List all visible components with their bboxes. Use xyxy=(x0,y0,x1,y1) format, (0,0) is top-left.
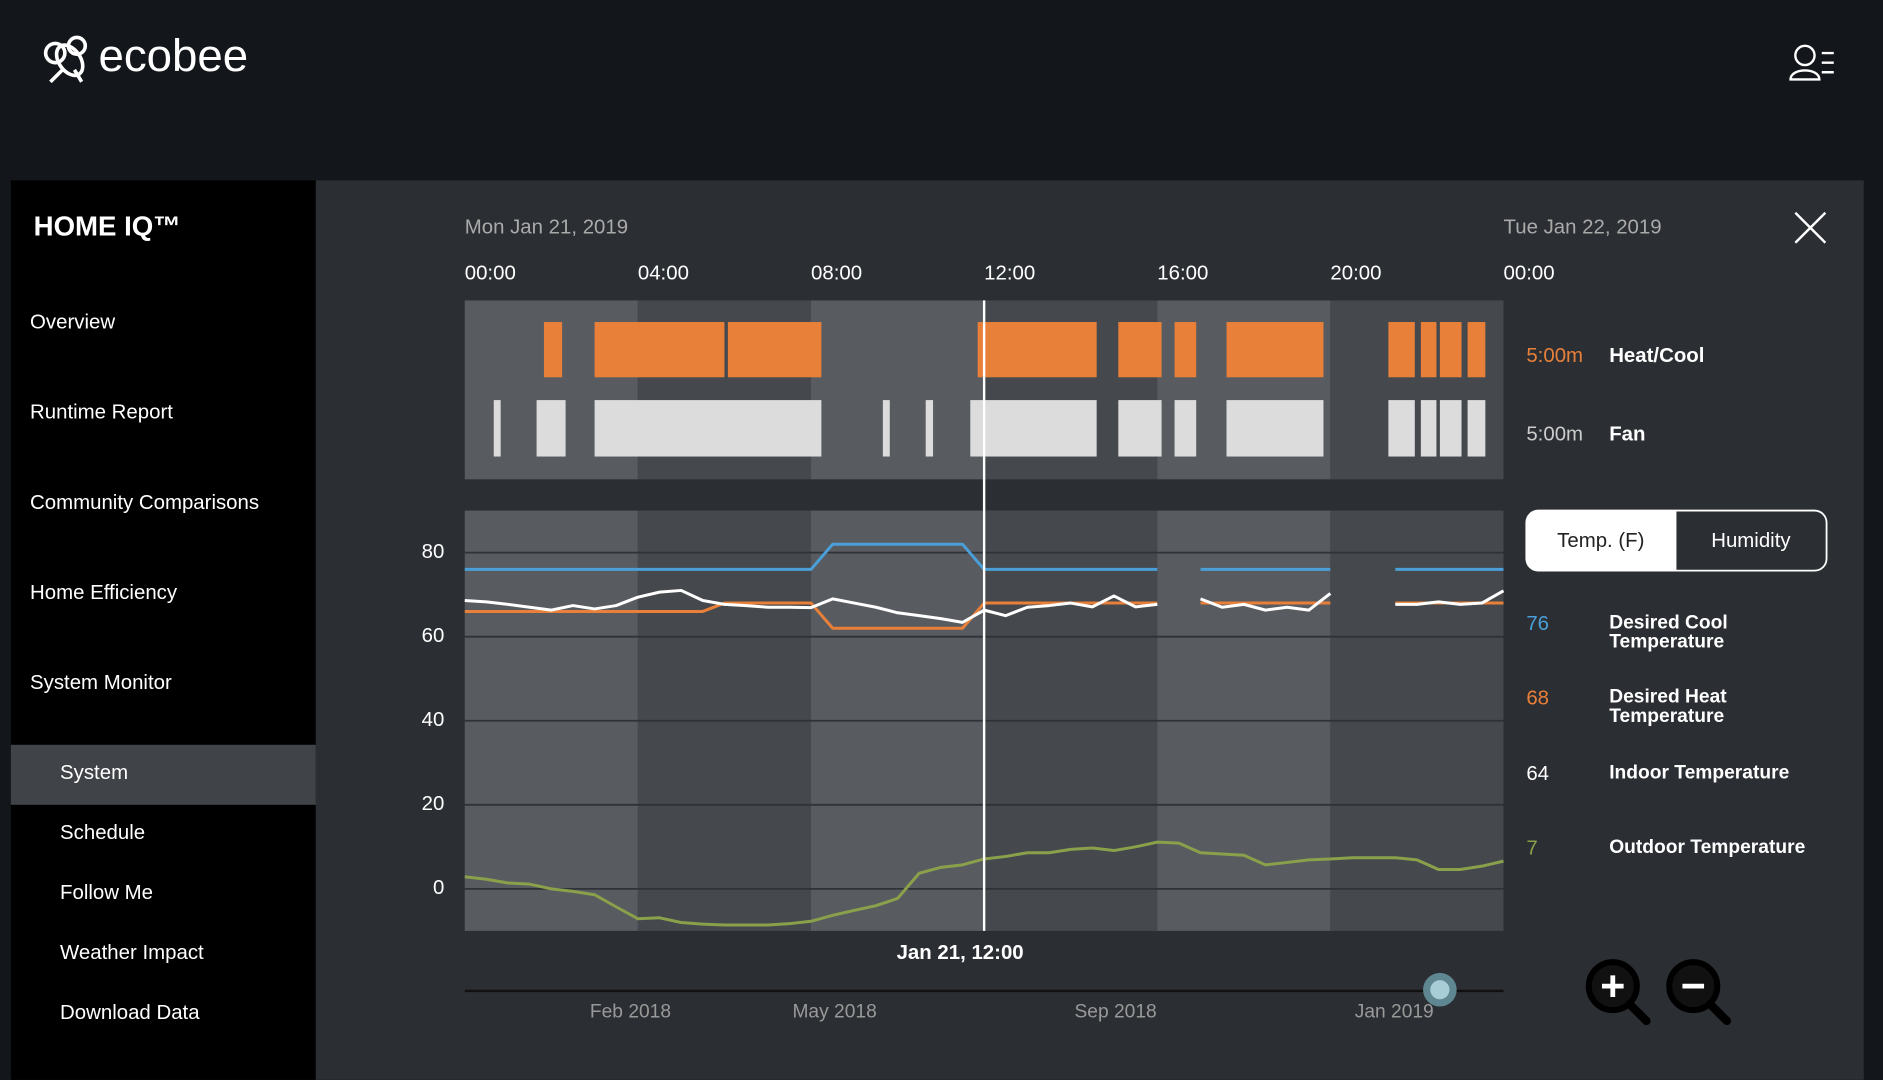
runtime-bar xyxy=(1174,322,1197,378)
runtime-bar xyxy=(543,322,563,378)
runtime-bar xyxy=(536,400,566,457)
x-tick-label: 04:00 xyxy=(638,262,689,284)
toggle-temp[interactable]: Temp. (F) xyxy=(1557,530,1644,552)
y-tick-label: 40 xyxy=(422,709,445,731)
runtime-bar xyxy=(493,400,501,457)
runtime-bar xyxy=(1174,400,1197,457)
legend-name: Indoor Temperature xyxy=(1609,763,1790,784)
runtime-duration: 5:00m xyxy=(1526,423,1583,445)
legend-name: Outdoor Temperature xyxy=(1609,838,1806,858)
runtime-bar xyxy=(1118,322,1162,378)
nav-subitem[interactable]: Download Data xyxy=(60,1002,200,1024)
legend-name: Desired Cool Temperature xyxy=(1609,613,1728,653)
x-tick-label: 00:00 xyxy=(1504,262,1555,284)
legend-value: 7 xyxy=(1526,838,1537,860)
runtime-bar xyxy=(1467,400,1486,457)
account-icon[interactable] xyxy=(1789,44,1834,81)
chart: 00:00 04:00 08:00 12:00 16:00 20:00 00:00 0 20 40… xyxy=(422,262,1806,1023)
runtime-bar xyxy=(1226,400,1324,457)
y-tick-label: 60 xyxy=(422,625,445,647)
runtime-bar xyxy=(1439,400,1462,457)
runtime-bar xyxy=(1420,400,1437,457)
legend-name-box: Desired Cool Temperature xyxy=(1609,613,1728,653)
date-start: Mon Jan 21, 2019 xyxy=(465,217,628,239)
legend-name-box: Indoor Temperature xyxy=(1609,763,1790,784)
runtime-name: Heat/Cool xyxy=(1609,345,1704,367)
series-line xyxy=(464,542,1504,571)
navigation: Overview Runtime Report Community Comparis… xyxy=(30,312,259,1025)
runtime-bar xyxy=(977,322,1097,378)
series-line xyxy=(464,588,1505,624)
legend-name: Desired Heat Temperature xyxy=(1609,688,1727,727)
runtime-bar xyxy=(1388,322,1415,378)
runtime-bar xyxy=(1420,322,1437,378)
runtime-bar xyxy=(970,400,1097,457)
sidebar xyxy=(10,180,316,1080)
nav-subitem[interactable]: System xyxy=(60,762,128,784)
nav-item[interactable]: Community Comparisons xyxy=(30,492,259,514)
nav-item[interactable]: Overview xyxy=(30,312,115,334)
legend-name-box: Outdoor Temperature xyxy=(1609,838,1806,858)
runtime-bar xyxy=(1467,322,1486,378)
x-tick-label: 00:00 xyxy=(465,262,516,284)
nav-subitem[interactable]: Weather Impact xyxy=(60,942,204,964)
nav-subitem[interactable]: Follow Me xyxy=(60,882,153,904)
cursor-label: Jan 21, 12:00 xyxy=(897,942,1024,964)
selected-item-bg xyxy=(10,744,316,805)
runtime-duration: 5:00m xyxy=(1526,345,1583,367)
timeline-knob-core xyxy=(1430,980,1450,1000)
zoom-out[interactable] xyxy=(1666,959,1732,1026)
y-tick-label: 0 xyxy=(433,877,444,899)
runtime-bar xyxy=(594,400,822,457)
x-tick-label: 12:00 xyxy=(984,262,1035,284)
zoom-in[interactable] xyxy=(1585,959,1651,1026)
runtime-bar xyxy=(594,322,725,378)
x-tick-label: 16:00 xyxy=(1157,262,1208,284)
date-end: Tue Jan 22, 2019 xyxy=(1504,217,1662,239)
logo-icon xyxy=(43,35,88,84)
runtime-bar xyxy=(1118,400,1162,457)
y-tick-label: 20 xyxy=(422,793,445,815)
x-tick-label: 20:00 xyxy=(1330,262,1381,284)
legend-name-box: Desired Heat Temperature xyxy=(1609,688,1727,727)
toggle-humidity[interactable]: Humidity xyxy=(1711,530,1791,552)
runtime-bar xyxy=(727,322,822,378)
toggle-active xyxy=(1526,510,1677,571)
runtime-bar xyxy=(1226,322,1324,378)
runtime-band xyxy=(811,300,985,480)
timeline-label: Feb 2018 xyxy=(590,1002,671,1023)
timeline-label: Jan 2019 xyxy=(1355,1002,1434,1023)
legend-value: 68 xyxy=(1526,688,1549,710)
nav-item[interactable]: System Monitor xyxy=(30,672,172,694)
runtime-name: Fan xyxy=(1609,423,1645,445)
sidebar-title: HOME IQ™ xyxy=(34,211,181,242)
runtime-bar xyxy=(882,400,890,457)
legend-value: 64 xyxy=(1526,763,1549,785)
y-tick-label: 80 xyxy=(422,541,445,563)
timeline-label: May 2018 xyxy=(792,1002,876,1023)
nav-item[interactable]: Runtime Report xyxy=(30,402,173,424)
brand: ecobee xyxy=(98,30,248,81)
x-tick-label: 08:00 xyxy=(811,262,862,284)
close-button[interactable] xyxy=(1794,211,1827,244)
timeline-label: Sep 2018 xyxy=(1075,1002,1157,1023)
legend-value: 76 xyxy=(1526,613,1549,635)
nav-item[interactable]: Home Efficiency xyxy=(30,582,178,604)
runtime-bar xyxy=(1388,400,1415,457)
nav-subitem[interactable]: Schedule xyxy=(60,822,145,844)
runtime-bar xyxy=(925,400,934,457)
runtime-bar xyxy=(1439,322,1462,378)
